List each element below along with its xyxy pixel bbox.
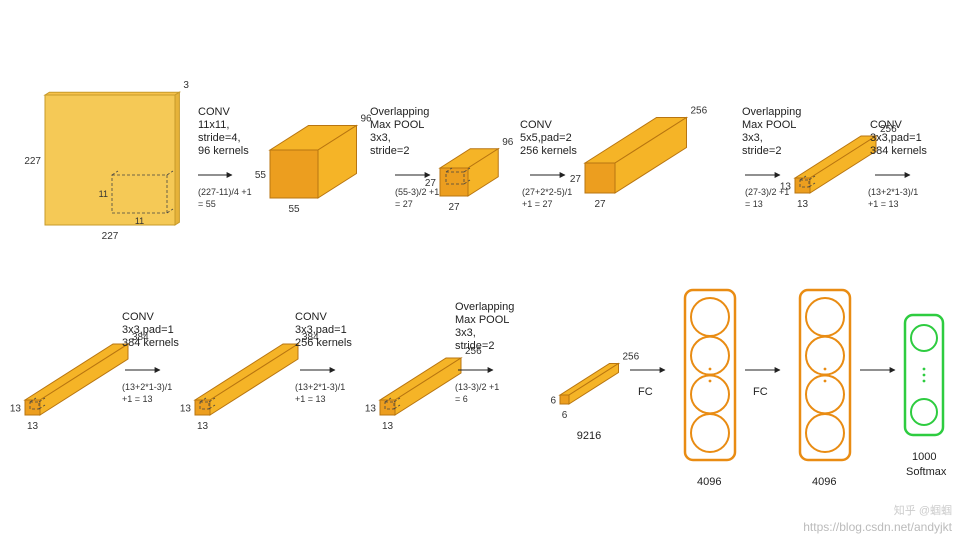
svg-text:(27-3)/2 +1: (27-3)/2 +1: [745, 187, 789, 197]
svg-text:384 kernels: 384 kernels: [122, 337, 179, 349]
svg-text:3: 3: [183, 80, 189, 91]
svg-text:+1 = 13: +1 = 13: [868, 199, 899, 209]
svg-text:FC: FC: [753, 386, 768, 398]
svg-text:stride=2: stride=2: [370, 145, 409, 157]
svg-text:13: 13: [27, 421, 39, 432]
svg-text:(55-3)/2 +1: (55-3)/2 +1: [395, 187, 439, 197]
svg-text:Max POOL: Max POOL: [742, 119, 796, 131]
svg-text:Overlapping: Overlapping: [370, 106, 429, 118]
svg-text:6: 6: [550, 396, 556, 407]
svg-text:13: 13: [365, 404, 377, 415]
svg-text:1000: 1000: [912, 451, 936, 463]
svg-text:96 kernels: 96 kernels: [198, 145, 249, 157]
svg-text:227: 227: [24, 156, 41, 167]
svg-text:27: 27: [594, 199, 606, 210]
watermark-csdn: https://blog.csdn.net/andyjkt: [803, 520, 952, 534]
svg-text:256 kernels: 256 kernels: [295, 337, 352, 349]
svg-text:= 13: = 13: [745, 199, 763, 209]
svg-text:(13+2*1-3)/1: (13+2*1-3)/1: [295, 382, 345, 392]
svg-text:3x3,: 3x3,: [742, 132, 763, 144]
alexnet-diagram: 2272273111155559627279627272561313256131…: [0, 0, 960, 540]
svg-text:Max POOL: Max POOL: [370, 119, 424, 131]
svg-text:+1 = 13: +1 = 13: [295, 394, 326, 404]
watermark-zhihu: 知乎 @蝈蝈: [894, 502, 952, 518]
svg-text:4096: 4096: [812, 476, 836, 488]
svg-text:4096: 4096: [697, 476, 721, 488]
svg-text:+1 = 13: +1 = 13: [122, 394, 153, 404]
svg-text:3x3,pad=1: 3x3,pad=1: [870, 132, 922, 144]
svg-text:stride=2: stride=2: [455, 340, 494, 352]
svg-text:Max POOL: Max POOL: [455, 314, 509, 326]
svg-text:CONV: CONV: [295, 311, 327, 323]
svg-text:227: 227: [102, 231, 119, 242]
svg-text:CONV: CONV: [520, 119, 552, 131]
svg-text:3x3,: 3x3,: [455, 327, 476, 339]
svg-text:= 55: = 55: [198, 199, 216, 209]
svg-text:3x3,pad=1: 3x3,pad=1: [295, 324, 347, 336]
svg-text:FC: FC: [638, 386, 653, 398]
svg-text:(227-11)/4 +1: (227-11)/4 +1: [198, 187, 252, 197]
svg-text:CONV: CONV: [870, 119, 902, 131]
svg-text:stride=2: stride=2: [742, 145, 781, 157]
svg-text:CONV: CONV: [122, 311, 154, 323]
svg-text:CONV: CONV: [198, 106, 230, 118]
svg-text:256: 256: [691, 106, 708, 117]
svg-text:3x3,: 3x3,: [370, 132, 391, 144]
svg-text:384 kernels: 384 kernels: [870, 145, 927, 157]
svg-text:13: 13: [180, 404, 192, 415]
svg-text:(13+2*1-3)/1: (13+2*1-3)/1: [868, 187, 918, 197]
svg-text:96: 96: [502, 137, 514, 148]
svg-text:9216: 9216: [577, 430, 601, 442]
svg-text:11: 11: [135, 216, 144, 226]
svg-text:Softmax: Softmax: [906, 466, 947, 478]
svg-text:+1 = 27: +1 = 27: [522, 199, 553, 209]
svg-text:3x3,pad=1: 3x3,pad=1: [122, 324, 174, 336]
svg-text:256: 256: [623, 352, 640, 363]
svg-text:6: 6: [562, 410, 568, 421]
svg-text:256 kernels: 256 kernels: [520, 145, 577, 157]
svg-text:13: 13: [197, 421, 209, 432]
svg-text:= 6: = 6: [455, 394, 468, 404]
svg-text:55: 55: [255, 170, 267, 181]
svg-text:5x5,pad=2: 5x5,pad=2: [520, 132, 572, 144]
svg-text:Overlapping: Overlapping: [742, 106, 801, 118]
svg-text:11: 11: [99, 189, 108, 199]
svg-text:55: 55: [288, 204, 300, 215]
svg-text:(13-3)/2 +1: (13-3)/2 +1: [455, 382, 499, 392]
svg-text:13: 13: [382, 421, 394, 432]
svg-text:Overlapping: Overlapping: [455, 301, 514, 313]
svg-text:(13+2*1-3)/1: (13+2*1-3)/1: [122, 382, 172, 392]
svg-text:= 27: = 27: [395, 199, 413, 209]
svg-text:13: 13: [797, 199, 809, 210]
svg-text:11x11,: 11x11,: [198, 119, 229, 131]
svg-text:27: 27: [570, 174, 582, 185]
svg-text:(27+2*2-5)/1: (27+2*2-5)/1: [522, 187, 572, 197]
svg-text:stride=4,: stride=4,: [198, 132, 241, 144]
svg-text:13: 13: [10, 404, 22, 415]
svg-text:27: 27: [448, 202, 460, 213]
